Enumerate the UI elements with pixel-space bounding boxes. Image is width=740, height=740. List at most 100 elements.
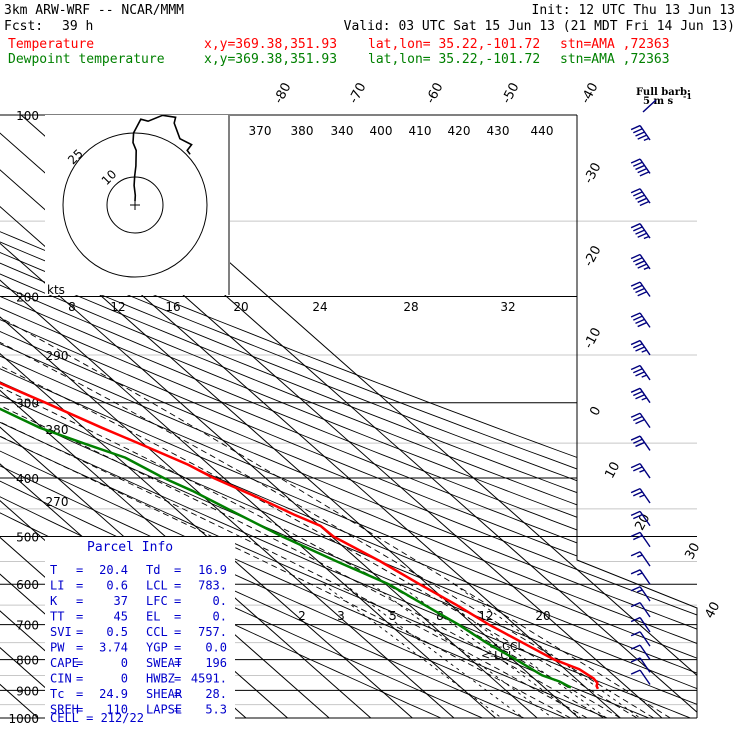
wind-barb-flag [630, 158, 641, 164]
wind-barb-staff [639, 551, 651, 567]
parcel-info-cell: SWEAT [146, 656, 182, 670]
parcel-info-cell: 45 [114, 610, 128, 624]
wind-barb-staff [639, 188, 651, 204]
parcel-cell: CELL = 212/22 [50, 711, 144, 725]
legend-dewpoint-latlon: lat,lon= 35.22,-101.72 [368, 52, 540, 67]
parcel-info-cell: CIN [50, 672, 72, 686]
wind-barb-staff [639, 669, 651, 685]
wind-barb-flag [635, 419, 645, 425]
parcel-info-cell: EL [146, 610, 160, 624]
parcel-info-cell: = [174, 656, 181, 670]
parcel-info-title: Parcel Info [87, 540, 173, 555]
wind-barb-staff [639, 340, 651, 356]
mixing-ratio-line [422, 583, 607, 718]
wind-barb-flag [633, 491, 643, 497]
wind-barb-flag [633, 257, 643, 263]
wind-barb-half-flag [639, 469, 645, 473]
dry-adiabat-line [0, 115, 697, 718]
isotherm-label: -40 [578, 80, 601, 106]
moist-adiabat-line [0, 296, 588, 718]
wind-barb-flag [630, 657, 641, 663]
parcel-info-cell: = [174, 703, 181, 717]
forecast-label: Fcst: [4, 19, 43, 34]
dry-adiabat-line [0, 115, 697, 718]
theta-label: 440 [531, 124, 554, 138]
barb-legend: Full barb: 5 m s -1 [636, 87, 692, 113]
wind-barb-flag [637, 263, 647, 269]
moist-adiabat-line [0, 296, 638, 718]
wind-barb-staff [639, 488, 651, 504]
barb-legend-staff [642, 99, 657, 113]
parcel-info-cell: LCL [146, 579, 168, 593]
parcel-info-cell: = [174, 687, 181, 701]
isotherm-line [0, 115, 496, 718]
mixing-ratio-line [398, 583, 582, 718]
parcel-info-cell: 20.4 [99, 563, 128, 577]
wind-barb-staff [639, 586, 651, 602]
wind-barb-flag [639, 200, 650, 207]
init-time: Init: 12 UTC Thu 13 Jun 13 [532, 3, 736, 18]
dry-adiabat-line [0, 115, 697, 718]
dewpoint-profile [0, 407, 572, 689]
parcel-info-cell: 28. [205, 687, 227, 701]
wind-barb-half-flag [639, 494, 645, 498]
wind-barb-flag [633, 513, 643, 520]
isotherm-label: -60 [423, 80, 446, 106]
parcel-info-cell: 0.0 [205, 641, 227, 655]
parcel-info-cell: TT [50, 610, 64, 624]
wind-barb-flag [633, 368, 643, 374]
wind-barb-staff [639, 657, 651, 673]
parcel-info-cell: Tc [50, 687, 64, 701]
dry-adiabat-line [0, 115, 697, 718]
wind-barb-flag [633, 226, 643, 232]
parcel-info-cell: = [174, 594, 181, 608]
wind-barb-flag [630, 586, 641, 592]
wind-barb-flag [637, 167, 647, 174]
theta-label-left: 270 [46, 495, 69, 509]
theta-e-label: 8 [68, 300, 76, 314]
pressure-tick-label: 500 [16, 530, 39, 544]
wind-barb-staff [639, 158, 651, 174]
dry-adiabat-line [0, 115, 697, 718]
wind-barb-flag [630, 253, 641, 260]
parcel-info-cell: CAPE [50, 656, 79, 670]
isotherm-label: 30 [682, 541, 703, 563]
dry-adiabat-line [0, 115, 608, 718]
parcel-info-cell: = [76, 579, 83, 593]
parcel-info-cell: = [76, 563, 83, 577]
wind-barb-staff [639, 223, 651, 239]
theta-label: 340 [331, 124, 354, 138]
wind-barb-flag [630, 312, 641, 318]
wind-barb-flag [630, 412, 641, 418]
wind-barb-flag [630, 124, 641, 131]
parcel-info-cell: 196 [205, 656, 227, 670]
parcel-info-cell: = [76, 656, 83, 670]
parcel-info-panel: Parcel Info T = 20.4 Td = 16.9 LI = 0.6 LCL = 783. K… [45, 537, 235, 727]
wind-barb-flag [630, 510, 641, 517]
wind-barb-flag [630, 188, 641, 194]
dry-adiabat-line [0, 115, 697, 718]
wind-barb-flag [635, 441, 645, 448]
parcel-info-cell: = [174, 563, 181, 577]
parcel-info-cell: Td [146, 563, 160, 577]
parcel-info-cell: 783. [198, 579, 227, 593]
theta-e-label: 28 [403, 300, 418, 314]
parcel-info-cell: = [76, 641, 83, 655]
isotherm-label: -20 [581, 243, 604, 269]
wind-barb-staff [639, 412, 651, 429]
wind-barb-flag [633, 390, 643, 397]
parcel-info-cell: = [76, 687, 83, 701]
wind-barb-flag [630, 364, 641, 371]
parcel-info-cell: LFC [146, 594, 168, 608]
isotherm-line [0, 115, 122, 718]
wind-barb-staff [639, 312, 651, 328]
theta-label-left: 280 [46, 423, 69, 437]
wind-barb-staff [639, 463, 651, 479]
hodograph-trace [132, 114, 193, 202]
wind-barb-flag [630, 463, 641, 469]
isotherm-label: -50 [499, 80, 522, 106]
wind-barb-flag [637, 134, 647, 140]
wind-barb-flag [637, 291, 647, 297]
wind-barb-staff [639, 631, 651, 647]
